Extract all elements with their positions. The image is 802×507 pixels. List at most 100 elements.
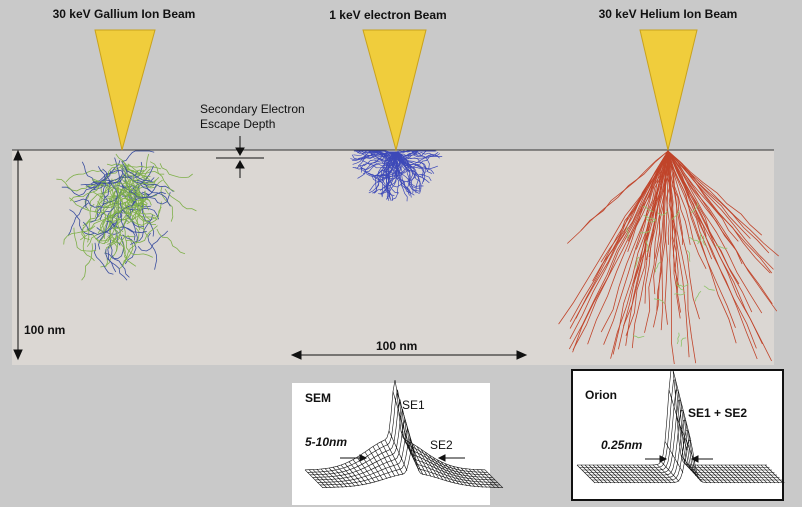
trajectory bbox=[667, 150, 740, 285]
trajectory bbox=[119, 189, 152, 206]
trajectory bbox=[667, 150, 700, 320]
trajectory bbox=[132, 206, 162, 226]
trajectory bbox=[695, 290, 702, 302]
trajectory bbox=[580, 150, 669, 231]
mesh-line bbox=[636, 464, 656, 484]
trajectory bbox=[122, 234, 137, 265]
mesh-line bbox=[444, 463, 464, 486]
mesh-line bbox=[460, 467, 480, 488]
trajectory bbox=[676, 332, 680, 345]
mesh-line bbox=[604, 464, 624, 484]
trajectories bbox=[56, 150, 779, 365]
skirt-label: SE2 bbox=[430, 438, 453, 452]
width-label: 0.25nm bbox=[601, 438, 643, 452]
trajectory bbox=[667, 150, 737, 344]
trajectory bbox=[102, 191, 137, 211]
trajectory bbox=[667, 150, 751, 239]
mesh-line bbox=[672, 369, 692, 442]
trajectory bbox=[569, 150, 669, 329]
mesh-line bbox=[600, 464, 620, 484]
trajectory bbox=[626, 227, 629, 239]
trajectory bbox=[73, 198, 110, 209]
beam-label: 30 keV Helium Ion Beam bbox=[599, 7, 738, 21]
trajectory bbox=[93, 242, 114, 275]
mesh-line bbox=[596, 464, 616, 484]
mesh-line bbox=[712, 464, 732, 484]
trajectory bbox=[108, 203, 128, 229]
trajectory bbox=[352, 151, 397, 165]
mesh-line bbox=[440, 461, 460, 485]
trajectory bbox=[121, 161, 154, 183]
mesh-line bbox=[464, 468, 484, 488]
mesh-line bbox=[352, 459, 372, 484]
trajectory bbox=[667, 150, 763, 314]
mesh-line bbox=[732, 464, 752, 484]
trajectory bbox=[612, 150, 669, 355]
mesh-line bbox=[660, 461, 680, 482]
mesh-line bbox=[700, 464, 720, 484]
trajectory bbox=[674, 292, 686, 296]
trajectory bbox=[111, 182, 143, 201]
trajectory bbox=[632, 335, 645, 339]
beam-label: 1 keV electron Beam bbox=[329, 8, 446, 22]
mesh-line bbox=[476, 469, 496, 489]
panel-bg bbox=[571, 369, 784, 501]
trajectory bbox=[371, 150, 397, 154]
mesh-line bbox=[628, 464, 648, 484]
trajectory bbox=[633, 150, 669, 285]
mesh-line bbox=[468, 468, 488, 488]
mesh-line bbox=[724, 464, 744, 484]
trajectory bbox=[95, 217, 111, 245]
trajectory bbox=[124, 237, 153, 258]
trajectory bbox=[110, 245, 130, 278]
mesh-line bbox=[624, 464, 644, 484]
mesh-line bbox=[756, 464, 776, 484]
trajectory bbox=[379, 151, 402, 191]
trajectory bbox=[63, 225, 96, 245]
trajectory bbox=[645, 240, 649, 253]
trajectory bbox=[128, 163, 165, 175]
mesh-line bbox=[744, 464, 764, 484]
mesh-line bbox=[336, 466, 356, 487]
mesh-line bbox=[484, 469, 504, 489]
mesh-line bbox=[320, 468, 340, 488]
mesh-line bbox=[640, 464, 660, 484]
mesh-line bbox=[584, 464, 604, 484]
mesh-line bbox=[620, 464, 640, 484]
trajectory bbox=[644, 150, 669, 333]
mesh-line bbox=[310, 399, 490, 476]
mesh-line bbox=[648, 464, 668, 484]
mesh-line bbox=[340, 464, 360, 487]
mesh-line bbox=[688, 464, 708, 484]
trajectory bbox=[372, 151, 397, 194]
mesh-line bbox=[305, 379, 485, 471]
mesh-line bbox=[480, 469, 500, 489]
trajectory bbox=[159, 163, 193, 179]
trajectory bbox=[81, 161, 109, 187]
trajectory bbox=[688, 236, 700, 242]
trajectory bbox=[667, 150, 773, 274]
panel-title: SEM bbox=[305, 391, 331, 405]
mesh-line bbox=[736, 464, 756, 484]
trajectory bbox=[642, 206, 654, 212]
trajectory bbox=[676, 281, 685, 291]
trajectory bbox=[123, 180, 150, 211]
trajectory bbox=[69, 182, 104, 202]
mesh-line bbox=[328, 467, 348, 488]
trajectory bbox=[123, 227, 140, 263]
trajectory bbox=[643, 215, 656, 221]
trajectory bbox=[634, 256, 640, 268]
trajectory bbox=[119, 179, 157, 191]
mesh-line bbox=[324, 468, 344, 488]
trajectory bbox=[120, 212, 147, 234]
escape-markers bbox=[216, 136, 264, 178]
trajectory bbox=[395, 151, 416, 194]
mesh-line bbox=[740, 464, 760, 484]
trajectory bbox=[113, 178, 128, 213]
mesh-line bbox=[307, 389, 488, 473]
trajectory bbox=[352, 150, 397, 161]
scale-bars bbox=[13, 149, 528, 361]
mesh-line bbox=[576, 464, 596, 484]
trajectory bbox=[113, 185, 138, 215]
trajectory bbox=[129, 191, 166, 199]
